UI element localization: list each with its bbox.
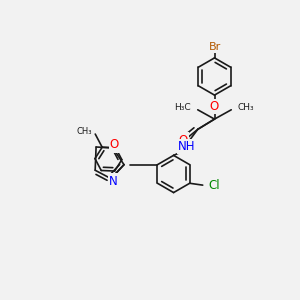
Text: O: O bbox=[110, 138, 119, 152]
Text: CH₃: CH₃ bbox=[238, 103, 254, 112]
Text: NH: NH bbox=[178, 140, 195, 153]
Text: O: O bbox=[178, 134, 188, 147]
Text: N: N bbox=[109, 175, 118, 188]
Text: H₃C: H₃C bbox=[175, 103, 191, 112]
Text: Br: Br bbox=[208, 41, 220, 52]
Text: CH₃: CH₃ bbox=[76, 127, 92, 136]
Text: Cl: Cl bbox=[208, 178, 220, 192]
Text: O: O bbox=[210, 100, 219, 113]
